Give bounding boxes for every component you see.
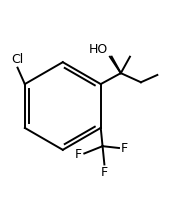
Text: HO: HO bbox=[89, 43, 108, 56]
Text: F: F bbox=[101, 166, 108, 179]
Text: F: F bbox=[75, 148, 82, 161]
Text: Cl: Cl bbox=[11, 53, 24, 66]
Text: F: F bbox=[121, 141, 128, 155]
